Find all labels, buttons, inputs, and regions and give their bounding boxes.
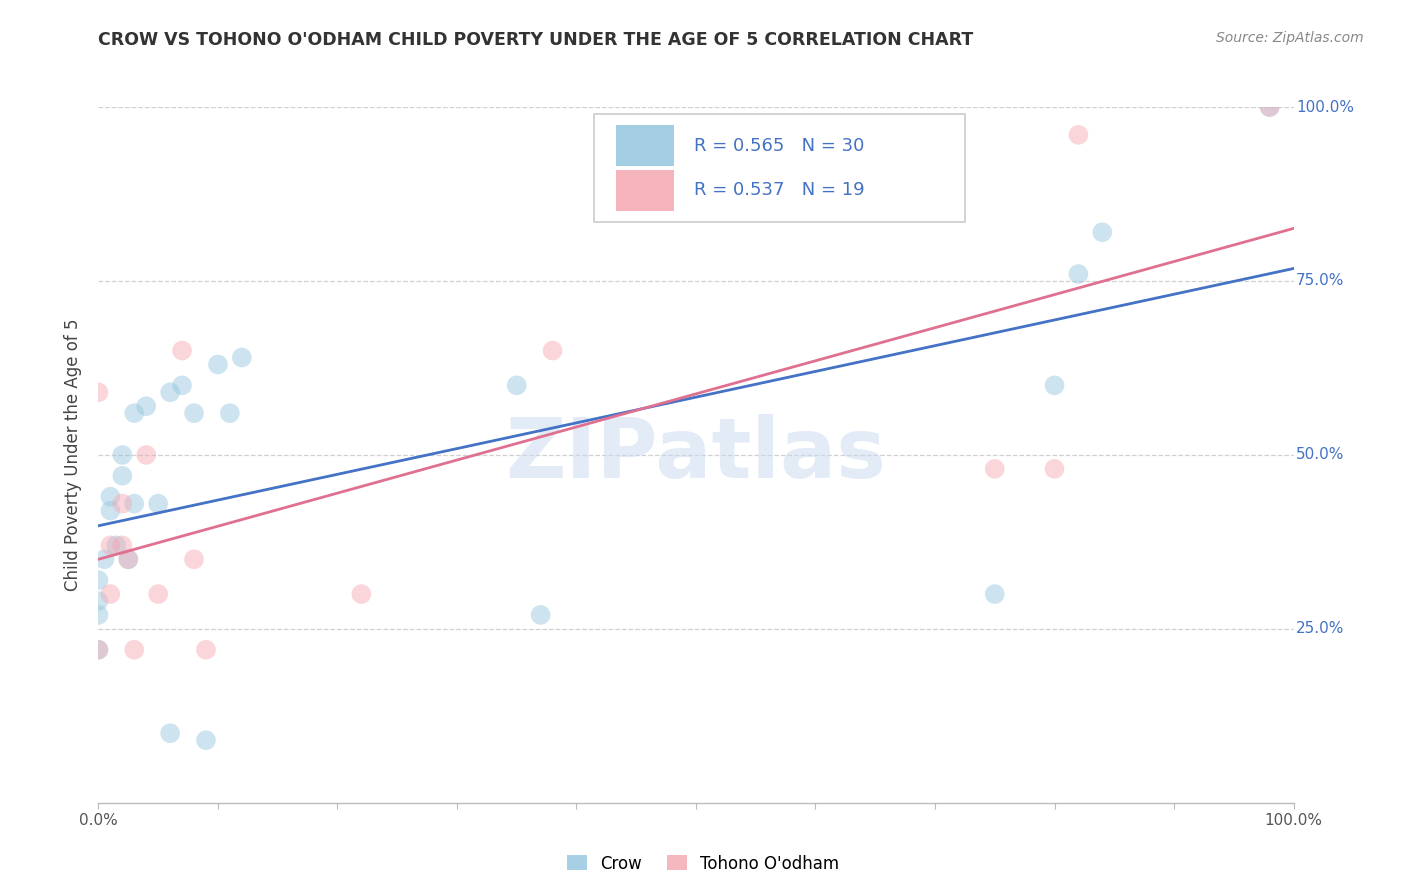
FancyBboxPatch shape: [616, 125, 675, 166]
Point: [124, 497, 146, 511]
Point: [111, 497, 134, 511]
Point: [529, 607, 551, 622]
Point: [172, 343, 194, 358]
Point: [117, 552, 139, 566]
Point: [159, 385, 181, 400]
Point: [98, 587, 122, 601]
Point: [111, 468, 134, 483]
Point: [135, 448, 157, 462]
Point: [98, 538, 122, 552]
Text: R = 0.537   N = 19: R = 0.537 N = 19: [693, 181, 865, 199]
Text: Source: ZipAtlas.com: Source: ZipAtlas.com: [1216, 31, 1364, 45]
Text: R = 0.565   N = 30: R = 0.565 N = 30: [693, 136, 863, 154]
Point: [124, 642, 146, 657]
Point: [183, 406, 205, 420]
Point: [506, 378, 529, 392]
Point: [87, 607, 110, 622]
Text: CROW VS TOHONO O'ODHAM CHILD POVERTY UNDER THE AGE OF 5 CORRELATION CHART: CROW VS TOHONO O'ODHAM CHILD POVERTY UND…: [98, 31, 974, 49]
Text: 75.0%: 75.0%: [1296, 274, 1344, 288]
Point: [87, 642, 110, 657]
Point: [105, 538, 128, 552]
Point: [159, 726, 181, 740]
Text: 25.0%: 25.0%: [1296, 622, 1344, 636]
Point: [1258, 100, 1281, 114]
Point: [1258, 100, 1281, 114]
Text: 100.0%: 100.0%: [1296, 100, 1354, 114]
Point: [98, 490, 122, 504]
Text: 50.0%: 50.0%: [1296, 448, 1344, 462]
Point: [172, 378, 194, 392]
Point: [98, 503, 122, 517]
Point: [1067, 128, 1090, 142]
Point: [194, 642, 217, 657]
Point: [111, 448, 134, 462]
Point: [231, 351, 253, 365]
Point: [124, 406, 146, 420]
Point: [117, 552, 139, 566]
Point: [194, 733, 217, 747]
Point: [111, 538, 134, 552]
Point: [1067, 267, 1090, 281]
Point: [183, 552, 205, 566]
Y-axis label: Child Poverty Under the Age of 5: Child Poverty Under the Age of 5: [65, 318, 83, 591]
Point: [87, 573, 110, 587]
Point: [1091, 225, 1114, 239]
Point: [93, 552, 115, 566]
Point: [219, 406, 242, 420]
Point: [135, 399, 157, 413]
Point: [1043, 462, 1066, 476]
Point: [350, 587, 373, 601]
Point: [148, 497, 170, 511]
Point: [1043, 378, 1066, 392]
Point: [983, 587, 1005, 601]
FancyBboxPatch shape: [595, 114, 965, 222]
FancyBboxPatch shape: [616, 169, 675, 211]
Point: [207, 358, 229, 372]
Text: ZIPatlas: ZIPatlas: [506, 415, 886, 495]
Point: [87, 385, 110, 400]
Point: [148, 587, 170, 601]
Point: [983, 462, 1005, 476]
Point: [541, 343, 564, 358]
Point: [87, 642, 110, 657]
Legend: Crow, Tohono O'odham: Crow, Tohono O'odham: [560, 848, 846, 880]
Point: [87, 594, 110, 608]
